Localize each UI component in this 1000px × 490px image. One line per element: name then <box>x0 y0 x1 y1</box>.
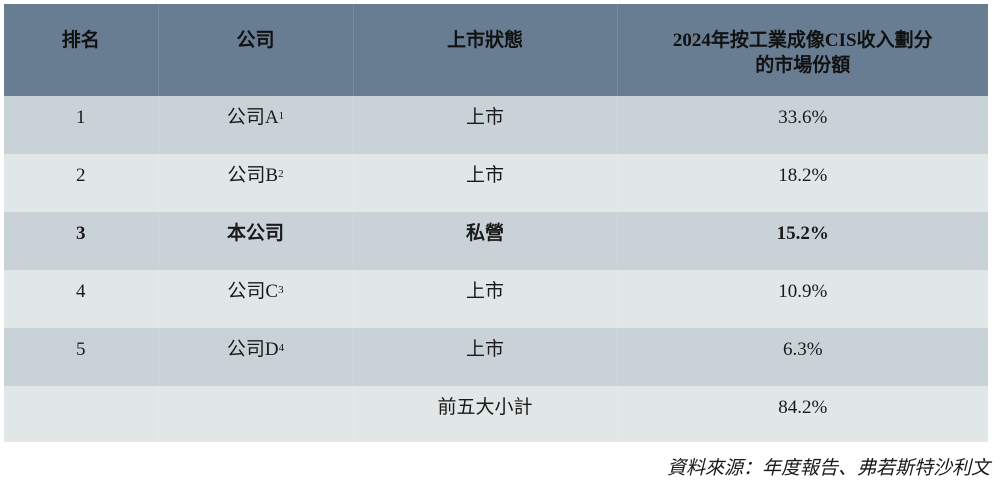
market-share-table: 排名 公司 上市狀態 2024年按工業成像CIS收入劃分 的市場份額 1 公司A1 上… <box>4 4 988 442</box>
rank-cell: 5 <box>4 328 158 386</box>
source-note: 資料來源：年度報告、弗若斯特沙利文 <box>666 458 990 479</box>
company-name: 公司B <box>227 165 279 186</box>
table-row: 4 公司C3 上市 10.9% <box>4 270 988 328</box>
rank-cell: 3 <box>4 212 158 270</box>
empty-cell <box>157 386 353 442</box>
rank-cell: 1 <box>4 96 158 154</box>
header-rank: 排名 <box>4 4 158 96</box>
status-cell: 上市 <box>352 328 617 386</box>
table-row: 3 本公司 私營 15.2% <box>4 212 988 270</box>
footnote-mark: 1 <box>278 110 285 122</box>
header-row: 排名 公司 上市狀態 2024年按工業成像CIS收入劃分 的市場份額 <box>4 4 988 96</box>
rank-cell: 2 <box>4 154 158 212</box>
company-name: 公司D <box>226 339 279 360</box>
status-cell: 上市 <box>352 154 617 212</box>
footnote-mark: 2 <box>278 168 284 180</box>
share-cell: 6.3% <box>616 328 988 386</box>
table-row: 2 公司B2 上市 18.2% <box>4 154 988 212</box>
status-cell: 上市 <box>352 270 617 328</box>
empty-cell <box>4 386 158 442</box>
footnote-mark: 3 <box>278 284 284 296</box>
status-cell: 私營 <box>352 212 617 270</box>
share-cell: 18.2% <box>616 154 988 212</box>
company-cell: 公司C3 <box>157 270 353 328</box>
share-cell: 33.6% <box>616 96 988 154</box>
header-company: 公司 <box>157 4 353 96</box>
company-cell: 公司D4 <box>157 328 353 386</box>
subtotal-row: 前五大小計 84.2% <box>4 386 988 442</box>
company-cell: 公司B2 <box>157 154 353 212</box>
header-share: 2024年按工業成像CIS收入劃分 的市場份額 <box>616 4 988 96</box>
header-share-line1: 2024年按工業成像CIS收入劃分 <box>672 30 933 51</box>
company-cell: 本公司 <box>157 212 353 270</box>
share-cell: 10.9% <box>616 270 988 328</box>
header-status: 上市狀態 <box>352 4 617 96</box>
status-cell: 上市 <box>352 96 617 154</box>
company-name: 本公司 <box>226 223 284 244</box>
header-share-line2: 的市場份額 <box>755 55 851 76</box>
share-cell: 15.2% <box>616 212 988 270</box>
company-cell: 公司A1 <box>157 96 353 154</box>
company-name: 公司C <box>227 281 279 302</box>
table-row: 5 公司D4 上市 6.3% <box>4 328 988 386</box>
subtotal-share: 84.2% <box>616 386 988 442</box>
subtotal-label: 前五大小計 <box>352 386 617 442</box>
company-name: 公司A <box>226 107 279 128</box>
table-row: 1 公司A1 上市 33.6% <box>4 96 988 154</box>
rank-cell: 4 <box>4 270 158 328</box>
footnote-mark: 4 <box>278 342 285 354</box>
